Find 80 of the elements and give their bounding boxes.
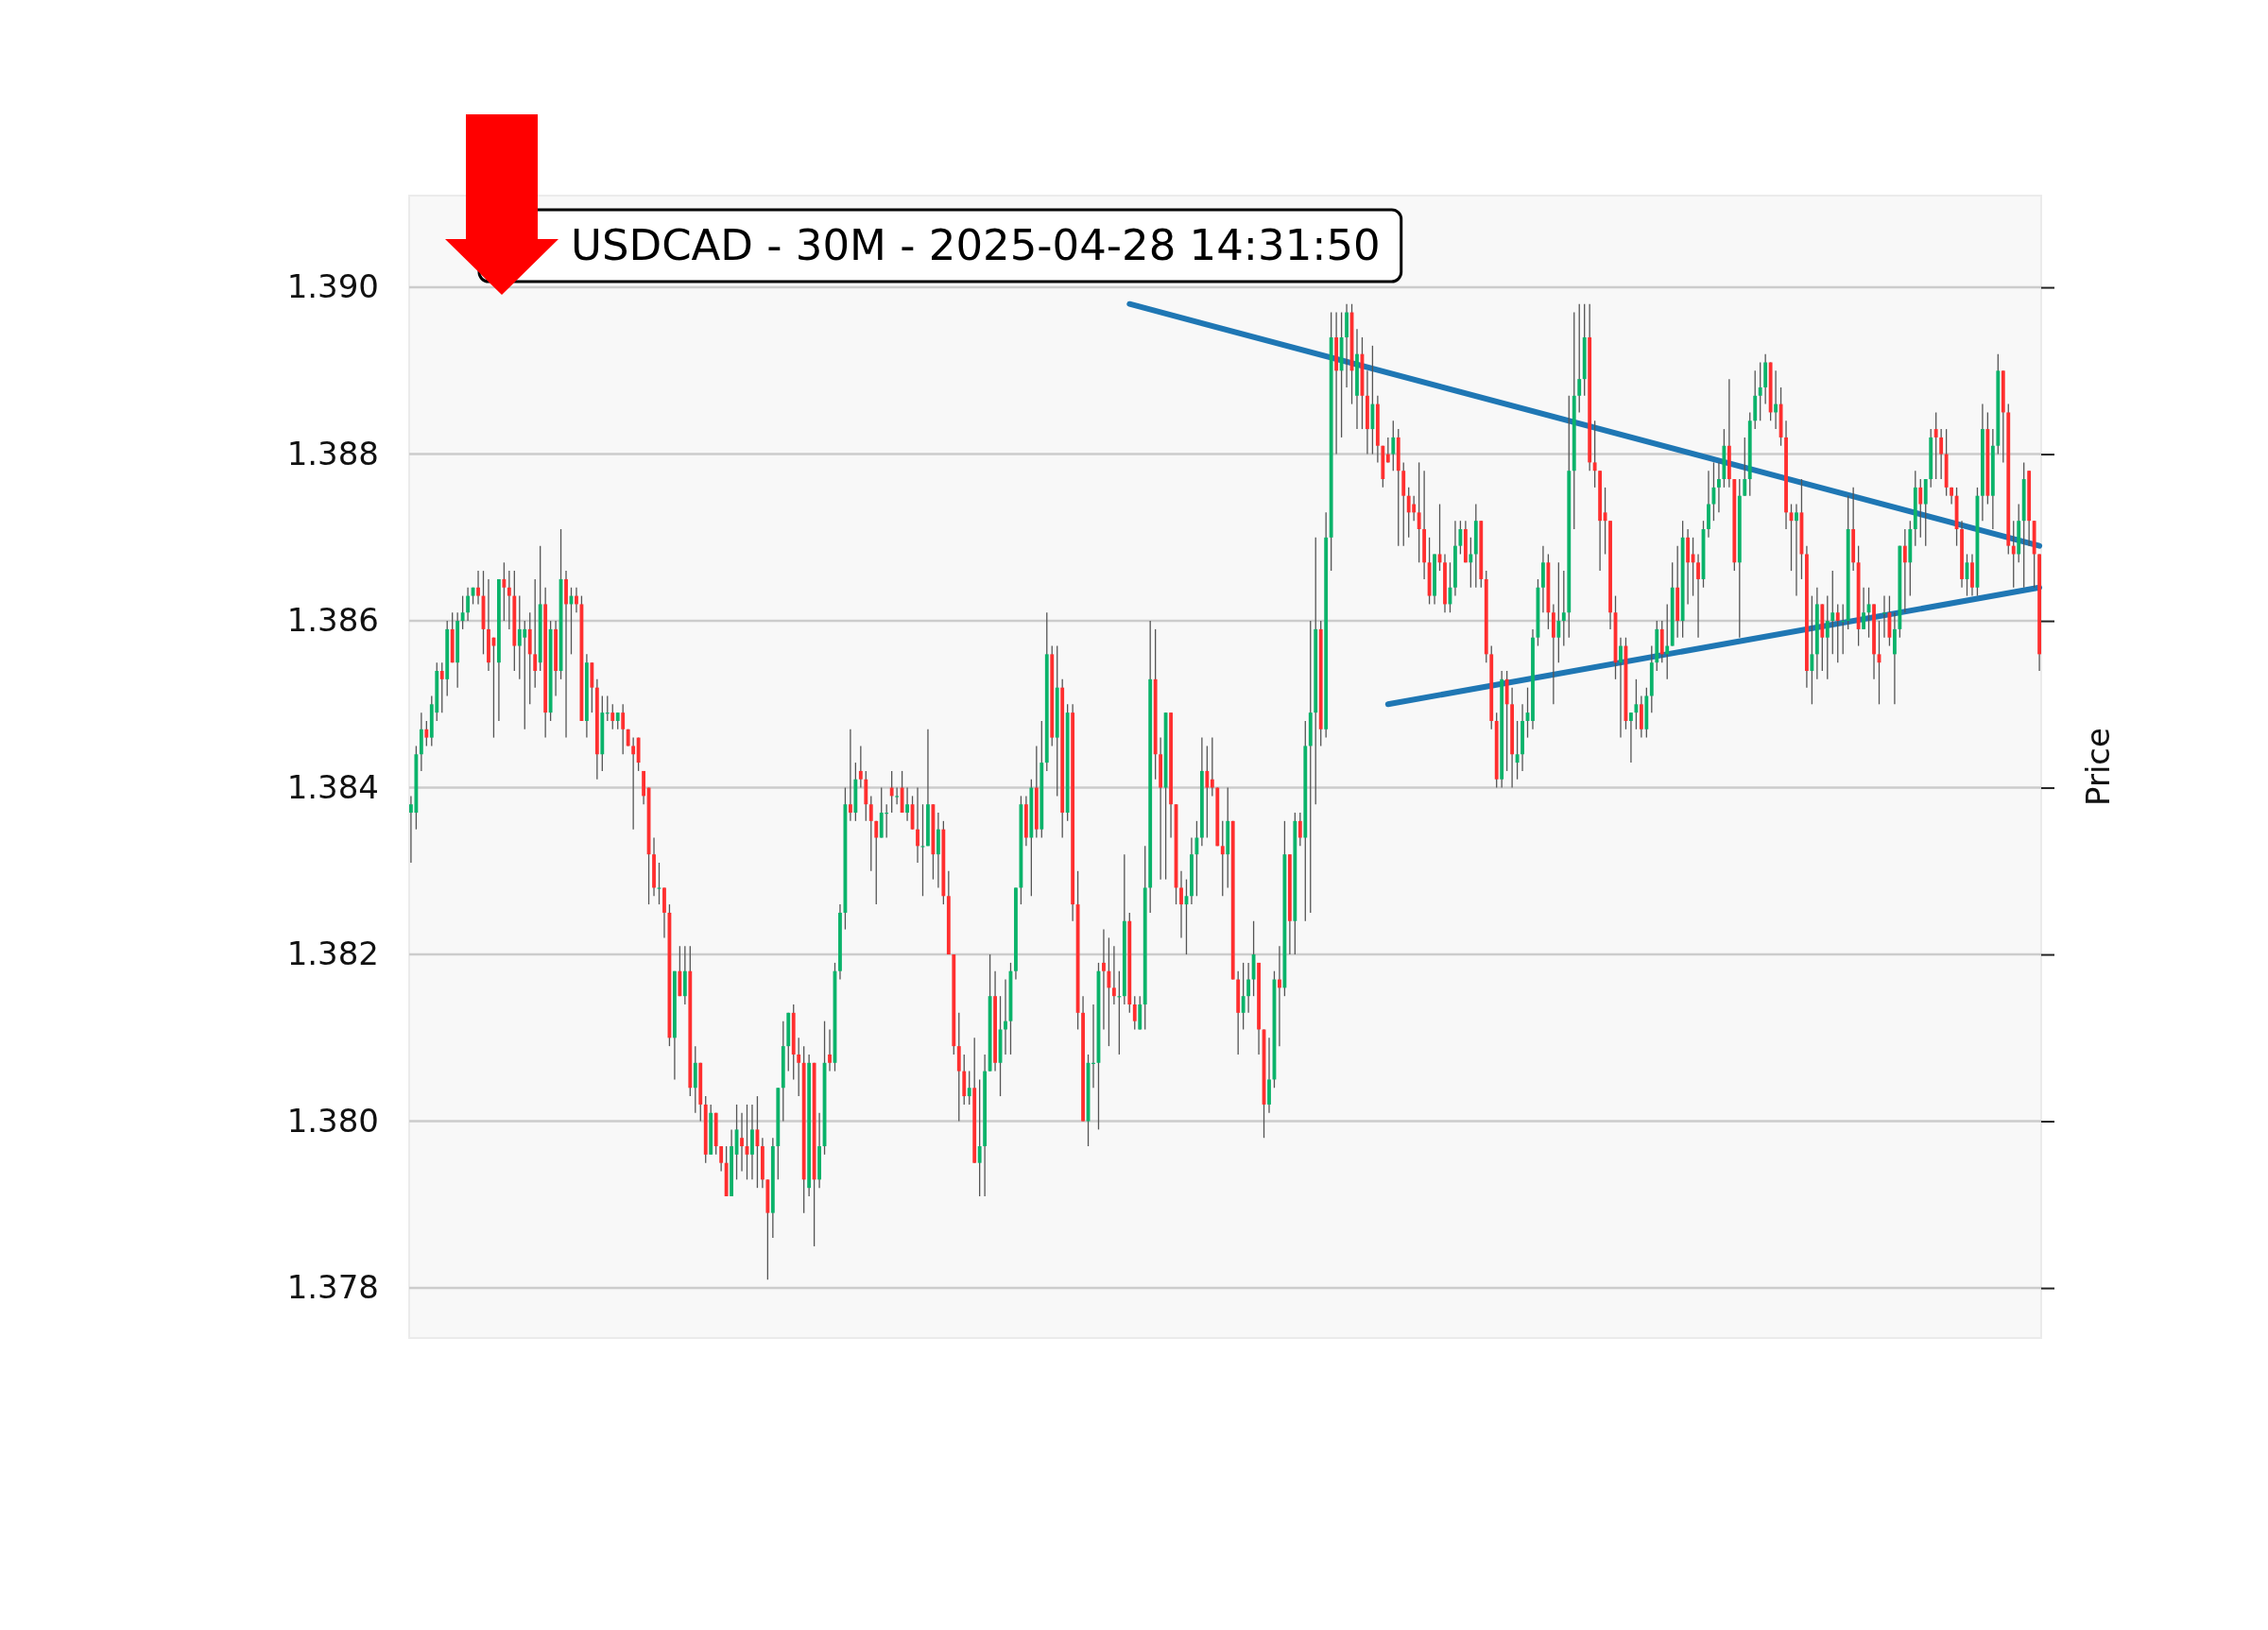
candlestick (977, 1078, 982, 1197)
candlestick (1629, 712, 1633, 764)
candlestick (1830, 570, 1835, 656)
candlestick (533, 578, 538, 689)
y-tick-label: 1.382 (286, 935, 379, 973)
candlestick (502, 561, 507, 622)
candlestick (610, 703, 615, 730)
candlestick (1220, 820, 1225, 897)
candlestick (719, 1145, 724, 1173)
candlestick (1385, 437, 1390, 464)
candlestick (1665, 603, 1670, 680)
candlestick (439, 661, 444, 713)
candlestick (1179, 870, 1183, 939)
candlestick (1758, 361, 1762, 421)
candlestick (1102, 928, 1106, 1031)
candlestick (1561, 570, 1566, 647)
y-tick-label: 1.386 (286, 601, 379, 640)
candlestick (1696, 553, 1700, 639)
candlestick (1297, 812, 1302, 847)
y-tick-label: 1.378 (286, 1268, 379, 1307)
candlestick (874, 820, 879, 905)
candlestick (889, 770, 894, 814)
candlestick (1918, 478, 1923, 539)
candlestick (1004, 978, 1007, 1055)
candlestick (575, 587, 578, 613)
candlestick (895, 786, 900, 805)
candlestick (1835, 603, 1840, 663)
candlestick (631, 736, 636, 831)
candlestick (1939, 428, 1944, 480)
y-axis-title: Price (2079, 728, 2117, 806)
text: USDCAD - 30M - 2025-04-28 14:31:50 (571, 219, 1381, 270)
candlestick (466, 587, 470, 622)
candlestick (905, 786, 909, 822)
candlestick (1795, 503, 1798, 597)
candlestick (1278, 945, 1281, 1047)
candlestick (1825, 594, 1830, 680)
candlestick (1132, 995, 1137, 1031)
candlestick (828, 1028, 832, 1072)
candlestick (1577, 303, 1582, 414)
candlestick (1717, 461, 1721, 513)
candlestick (1634, 678, 1639, 730)
candlestick (1902, 528, 1907, 613)
candlestick (797, 1037, 801, 1097)
candlestick (476, 570, 480, 606)
candlestick (1308, 620, 1313, 914)
candlestick (1417, 461, 1421, 563)
candlestick (2011, 520, 2016, 589)
candlestick (1194, 820, 1199, 897)
candlestick (740, 1112, 744, 1173)
candlestick (460, 594, 465, 630)
candlestick (507, 570, 511, 630)
candlestick (1592, 420, 1597, 489)
candlestick (1205, 745, 1210, 839)
candlestick (1241, 962, 1246, 1031)
candlestick (858, 745, 863, 789)
candlestick (1391, 420, 1396, 472)
candlestick (868, 795, 873, 872)
candlestick (1210, 736, 1214, 798)
candlestick (1111, 945, 1116, 1005)
candlestick (1933, 411, 1938, 480)
y-tick-label: 1.384 (286, 767, 379, 806)
candlestick (1862, 587, 1866, 630)
candlestick (1619, 637, 1623, 739)
candlestick (848, 729, 852, 822)
candlestick (916, 786, 919, 864)
candlestick (1743, 437, 1747, 497)
candlestick (1246, 962, 1251, 1014)
candlestick (424, 720, 429, 747)
candlestick (621, 703, 626, 755)
candlestick (1469, 537, 1473, 589)
y-tick-label: 1.390 (286, 267, 379, 306)
candlestick (967, 1070, 971, 1106)
candlestick (1810, 594, 1814, 705)
candlestick (920, 803, 925, 897)
candlestick (1556, 561, 1561, 663)
y-tick-label: 1.388 (286, 434, 379, 472)
candlestick (1774, 369, 1778, 430)
candlestick (657, 862, 662, 905)
y-tick-label: 1.380 (286, 1101, 379, 1140)
candlestick (1458, 520, 1463, 556)
